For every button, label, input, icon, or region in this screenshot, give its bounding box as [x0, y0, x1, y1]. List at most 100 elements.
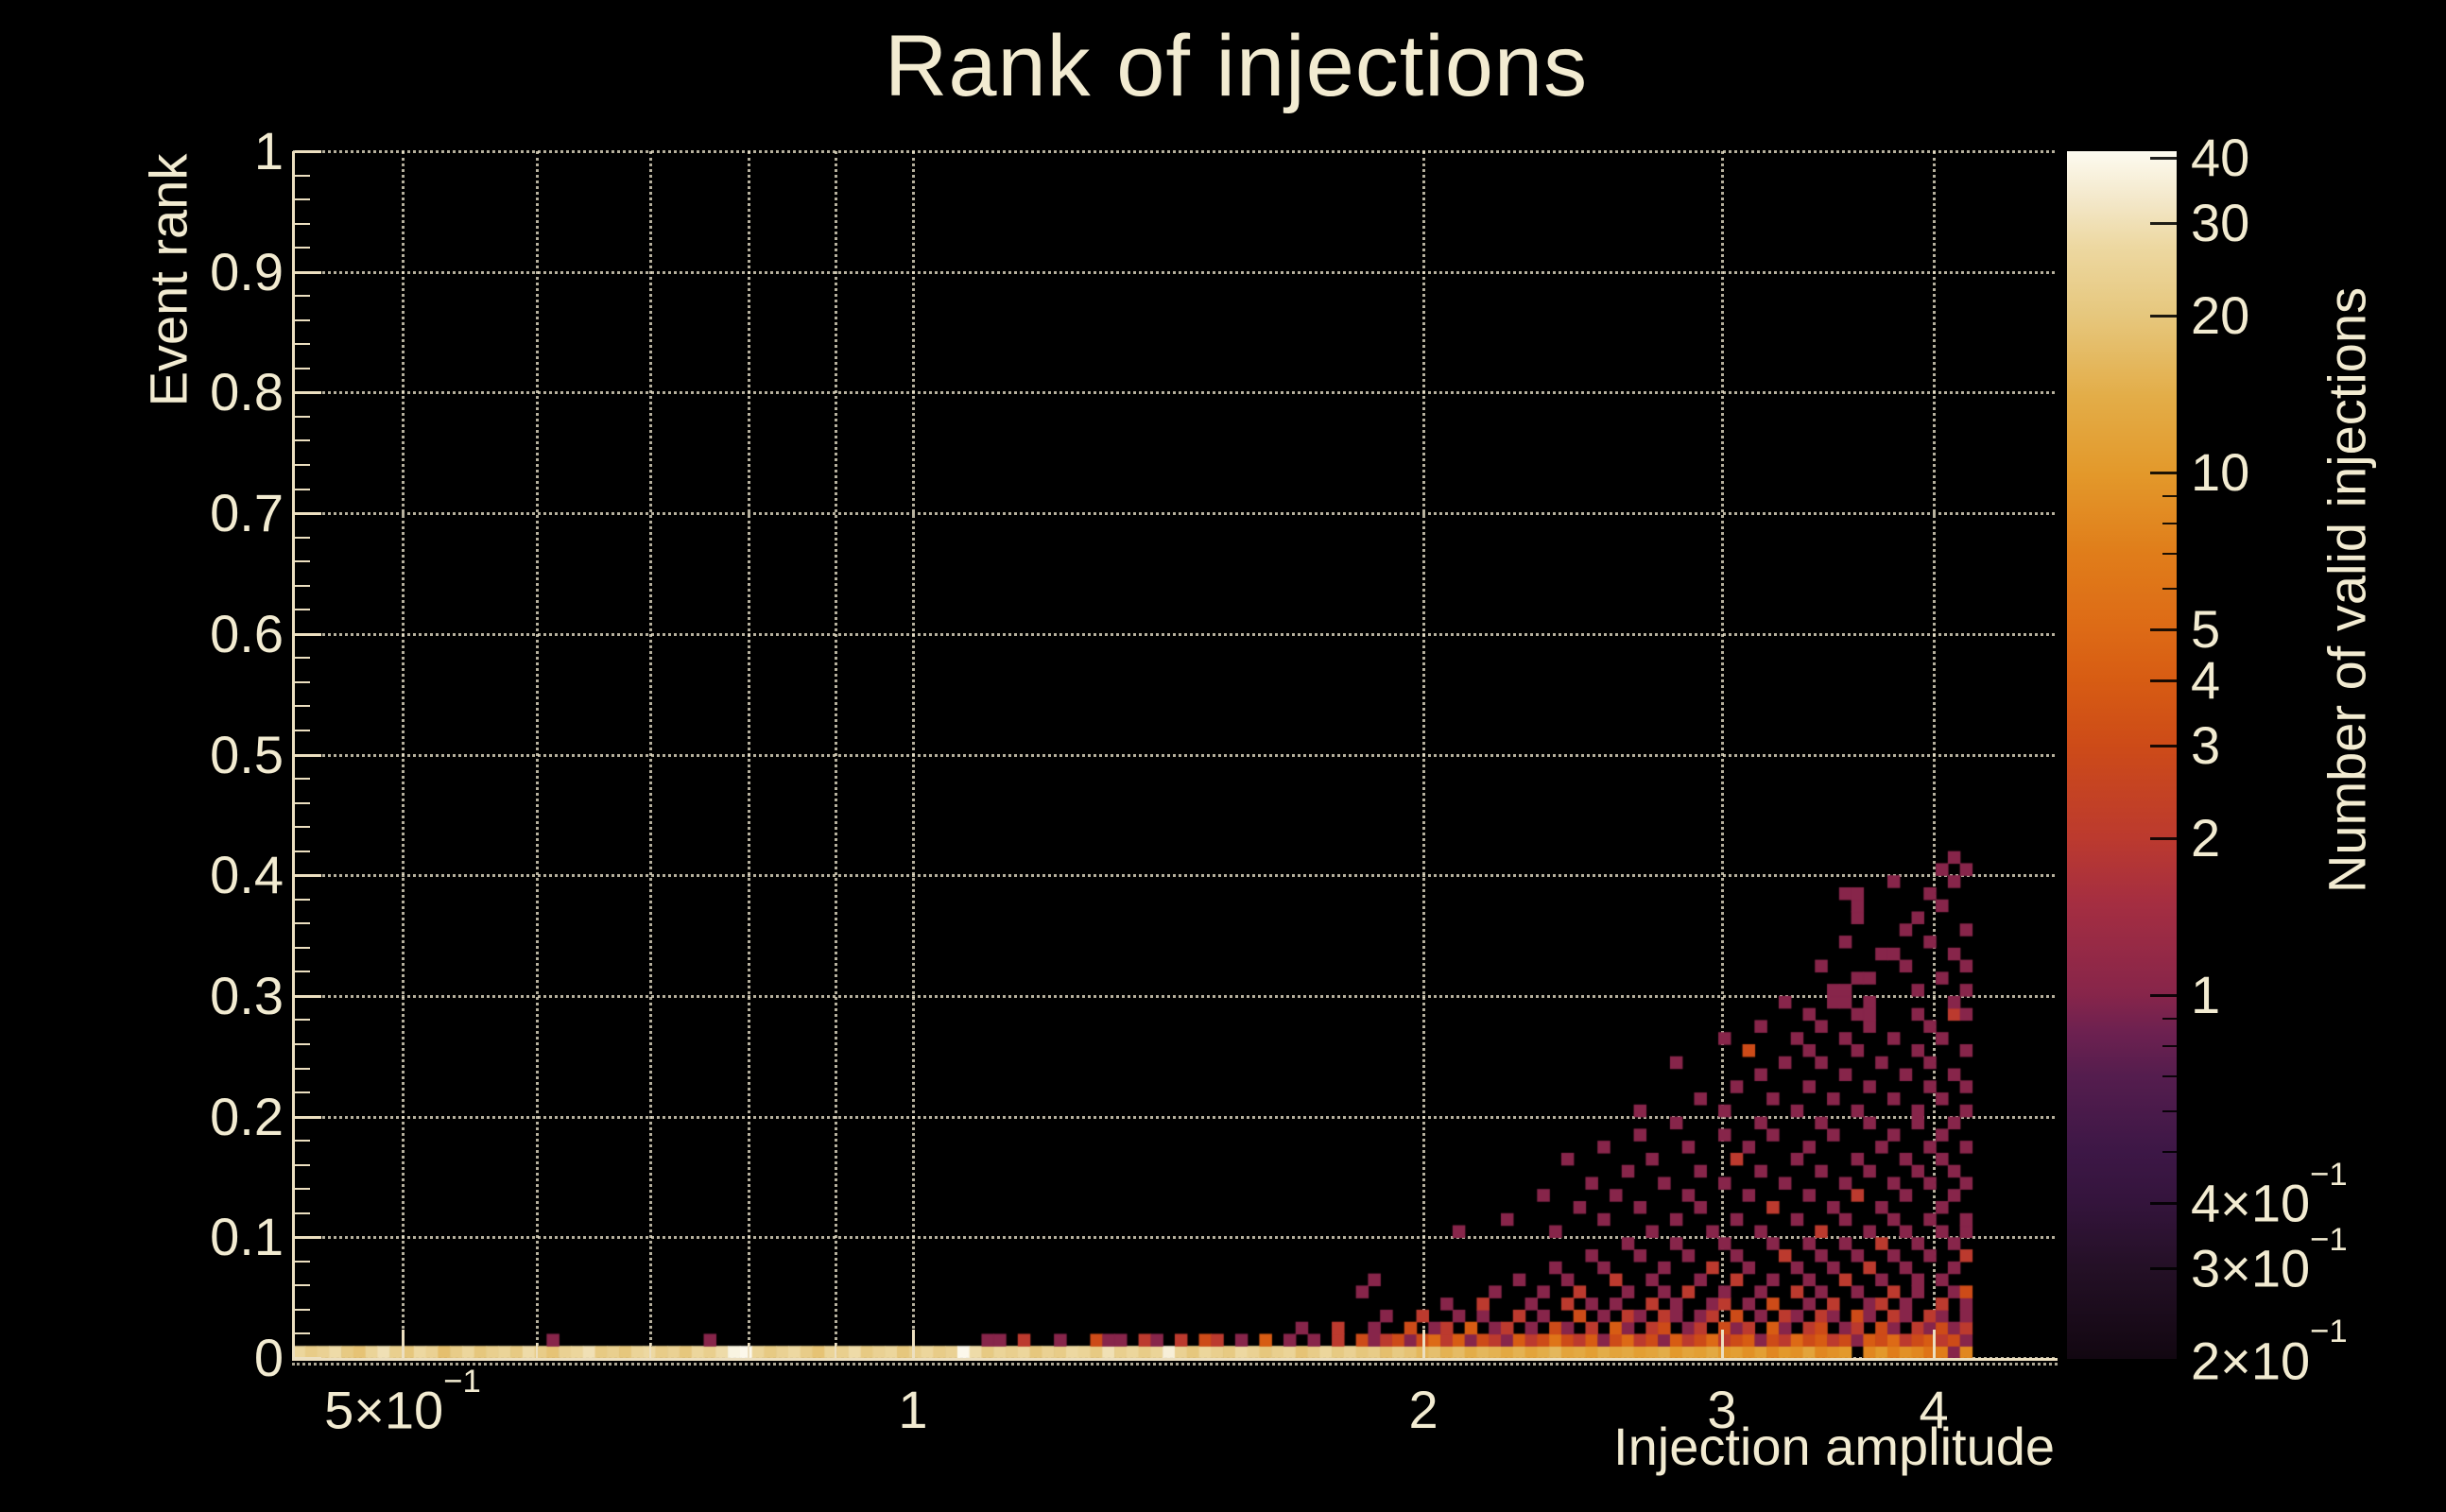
- y-minor-tick: [295, 247, 310, 249]
- x-major-tick: [912, 1330, 915, 1358]
- y-tick-label: 0.2: [210, 1086, 284, 1146]
- y-minor-tick: [295, 343, 310, 346]
- y-tick-label: 0.7: [210, 483, 284, 543]
- colorbar-tick-label: 2×10−1: [2191, 1314, 2348, 1391]
- y-minor-tick: [295, 826, 310, 829]
- colorbar-tick-label: 20: [2191, 284, 2250, 345]
- y-minor-tick: [295, 464, 310, 467]
- x-major-tick: [1720, 1330, 1724, 1358]
- y-minor-tick: [295, 198, 310, 201]
- y-minor-tick: [295, 439, 310, 442]
- x-tick-label: 2: [1408, 1380, 1438, 1439]
- colorbar-tick-label: 10: [2191, 442, 2250, 502]
- x-minor-tick: [834, 1343, 836, 1358]
- y-minor-tick: [295, 680, 310, 683]
- colorbar-minor-tick: [2162, 552, 2177, 555]
- colorbar-major-tick: [2150, 994, 2177, 997]
- colorbar-minor-tick: [2162, 1109, 2177, 1112]
- y-minor-tick: [295, 1091, 310, 1094]
- y-minor-tick: [295, 1042, 310, 1045]
- exponent: −1: [2310, 1222, 2348, 1259]
- colorbar-major-tick: [2150, 314, 2177, 318]
- colorbar-minor-tick: [2162, 1151, 2177, 1154]
- y-tick-label: 0.5: [210, 724, 284, 784]
- colorbar-minor-tick: [2162, 1074, 2177, 1077]
- colorbar-tick-label: 4×10−1: [2191, 1156, 2348, 1233]
- colorbar-tick-label: 3: [2191, 715, 2221, 776]
- colorbar-tick-label: 4: [2191, 650, 2221, 711]
- y-major-tick: [295, 270, 321, 274]
- x-axis-dotted-edge: [292, 1363, 2058, 1366]
- y-minor-tick: [295, 295, 310, 298]
- x-major-tick: [1422, 1330, 1426, 1358]
- y-minor-tick: [295, 1211, 310, 1214]
- x-minor-tick: [748, 1343, 750, 1358]
- colorbar-tick-label: 40: [2191, 128, 2250, 188]
- y-tick-label: 1: [253, 121, 284, 180]
- y-minor-tick: [295, 657, 310, 660]
- colorbar-major-tick: [2150, 1267, 2177, 1271]
- y-minor-tick: [295, 1260, 310, 1263]
- x-major-tick: [401, 1330, 405, 1358]
- colorbar-major-tick: [2150, 157, 2177, 161]
- exponent: −1: [443, 1363, 481, 1400]
- y-minor-tick: [295, 898, 310, 901]
- colorbar-tick-label: 5: [2191, 599, 2221, 660]
- y-major-tick: [295, 874, 321, 878]
- y-tick-label: 0.3: [210, 965, 284, 1025]
- y-major-tick: [295, 1357, 321, 1360]
- y-major-tick: [295, 632, 321, 636]
- x-axis-line: [292, 1358, 2058, 1361]
- heatmap-canvas: [292, 150, 2058, 1360]
- colorbar-major-tick: [2150, 222, 2177, 226]
- colorbar-major-tick: [2150, 628, 2177, 632]
- x-minor-tick: [649, 1343, 652, 1358]
- y-minor-tick: [295, 222, 310, 225]
- y-minor-tick: [295, 584, 310, 587]
- y-major-tick: [295, 753, 321, 757]
- colorbar-major-tick: [2150, 472, 2177, 474]
- exponent: −1: [2310, 1156, 2348, 1193]
- y-minor-tick: [295, 318, 310, 321]
- y-major-tick: [295, 150, 321, 153]
- x-tick-label: 1: [898, 1380, 928, 1439]
- y-major-tick: [295, 994, 321, 998]
- colorbar-minor-tick: [2162, 587, 2177, 590]
- exponent: −1: [2310, 1314, 2348, 1350]
- y-minor-tick: [295, 922, 310, 925]
- y-minor-tick: [295, 946, 310, 949]
- x-tick-label: 3: [1707, 1380, 1737, 1439]
- colorbar-tick-label: 30: [2191, 193, 2250, 253]
- colorbar-gradient: [2067, 151, 2177, 1359]
- y-minor-tick: [295, 1284, 310, 1287]
- y-minor-tick: [295, 609, 310, 611]
- colorbar-tick-label: 2: [2191, 807, 2221, 868]
- y-minor-tick: [295, 174, 310, 177]
- y-minor-tick: [295, 1188, 310, 1191]
- y-minor-tick: [295, 1067, 310, 1070]
- y-minor-tick: [295, 1308, 310, 1311]
- chart-title: Rank of injections: [884, 18, 1589, 114]
- colorbar-major-tick: [2150, 1359, 2177, 1363]
- y-minor-tick: [295, 705, 310, 708]
- y-tick-label: 0.9: [210, 241, 284, 301]
- colorbar-major-tick: [2150, 1202, 2177, 1206]
- y-minor-tick: [295, 971, 310, 973]
- x-tick-label: 5×10−1: [324, 1363, 481, 1440]
- colorbar-minor-tick: [2162, 1018, 2177, 1021]
- x-axis-title: Injection amplitude: [1613, 1417, 2055, 1476]
- y-minor-tick: [295, 850, 310, 852]
- colorbar-minor-tick: [2162, 495, 2177, 498]
- y-minor-tick: [295, 367, 310, 369]
- colorbar-title: Number of valid injections: [2317, 286, 2377, 894]
- y-tick-label: 0.6: [210, 603, 284, 663]
- y-minor-tick: [295, 560, 310, 563]
- y-tick-label: 0.4: [210, 845, 284, 905]
- x-major-tick: [1933, 1330, 1937, 1358]
- colorbar-minor-tick: [2162, 522, 2177, 524]
- y-minor-tick: [295, 801, 310, 804]
- colorbar-tick-label: 1: [2191, 965, 2221, 1024]
- colorbar-major-tick: [2150, 836, 2177, 840]
- y-major-tick: [295, 1115, 321, 1119]
